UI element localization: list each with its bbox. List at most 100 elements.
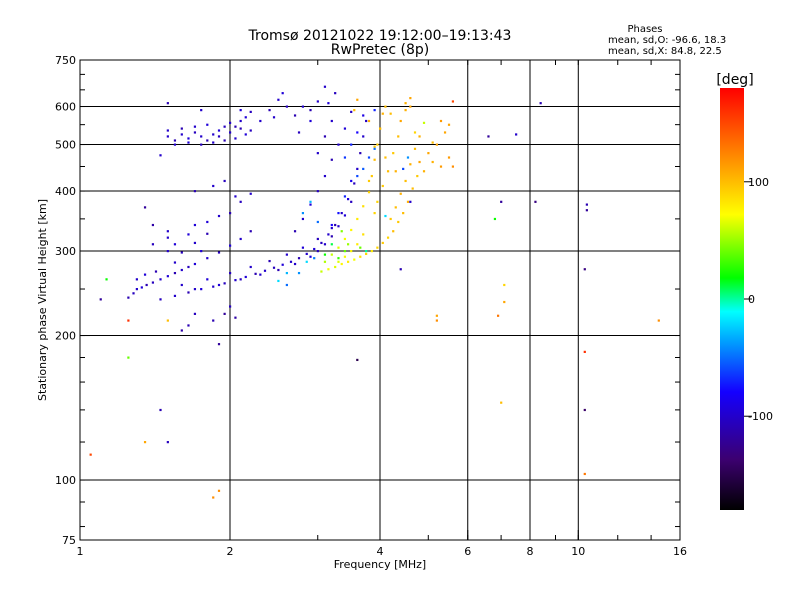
data-point — [439, 165, 443, 168]
data-point — [451, 165, 455, 168]
data-point — [316, 250, 319, 253]
data-point — [320, 241, 323, 245]
data-point — [316, 237, 319, 241]
y-tick-label: 75 — [62, 534, 76, 547]
data-point — [416, 174, 419, 178]
data-point — [409, 97, 412, 100]
data-point — [337, 212, 340, 215]
x-tick-label: 10 — [571, 545, 585, 558]
data-point — [330, 158, 333, 161]
data-point — [343, 250, 347, 253]
data-point — [249, 192, 252, 195]
data-point — [404, 102, 407, 105]
data-point — [340, 262, 343, 266]
data-point — [297, 131, 301, 134]
data-point — [359, 246, 362, 249]
data-point — [187, 291, 190, 294]
data-point — [193, 125, 197, 128]
x-axis-label: Frequency [MHz] — [334, 558, 426, 571]
data-point — [384, 156, 387, 159]
data-point — [143, 206, 147, 209]
data-point — [503, 300, 506, 304]
data-point — [583, 408, 586, 412]
data-point — [389, 217, 392, 221]
data-point — [422, 170, 426, 173]
data-point — [200, 288, 203, 291]
colorbar-tick-label: 0 — [748, 293, 755, 306]
data-point — [229, 131, 232, 134]
data-point — [239, 109, 242, 112]
data-point — [323, 174, 327, 178]
data-point — [244, 275, 247, 279]
data-point — [285, 271, 288, 275]
data-point — [359, 152, 362, 155]
data-point — [418, 135, 421, 138]
data-point — [427, 152, 430, 155]
data-point — [145, 283, 148, 287]
data-point — [229, 271, 232, 275]
data-point — [404, 179, 407, 183]
data-point — [249, 110, 252, 113]
data-point — [229, 212, 232, 215]
data-point — [343, 237, 347, 241]
data-point — [234, 125, 237, 128]
x-tick-label: 2 — [227, 545, 234, 558]
data-point — [406, 156, 410, 159]
data-point — [443, 131, 447, 134]
data-point — [166, 275, 169, 278]
data-point — [323, 243, 327, 246]
data-point — [451, 100, 455, 103]
data-point — [217, 283, 221, 287]
data-point — [229, 244, 232, 247]
data-point — [166, 230, 169, 233]
data-point — [376, 246, 379, 249]
data-point — [249, 230, 252, 233]
data-point — [173, 243, 177, 246]
data-point — [151, 223, 155, 227]
data-point — [356, 167, 359, 171]
data-points — [89, 85, 660, 499]
data-point — [337, 260, 340, 263]
data-point — [127, 356, 130, 359]
data-point — [159, 298, 162, 301]
data-point — [350, 228, 353, 232]
data-point — [585, 203, 588, 206]
data-point — [316, 152, 319, 155]
y-tick-label: 750 — [55, 54, 76, 67]
data-point — [259, 119, 262, 123]
data-point — [200, 109, 203, 112]
data-point — [229, 305, 232, 308]
data-point — [343, 156, 347, 159]
data-point — [500, 200, 503, 203]
data-point — [297, 271, 301, 275]
data-point — [327, 102, 330, 105]
data-point — [217, 135, 221, 138]
data-point — [493, 217, 497, 221]
data-point — [439, 119, 443, 123]
data-point — [193, 288, 197, 291]
data-point — [392, 152, 395, 155]
chart-title: Tromsø 20121022 19:12:00–19:13:43 — [248, 28, 512, 44]
data-point — [173, 143, 177, 146]
y-tick-label: 100 — [55, 474, 76, 487]
data-point — [373, 212, 376, 215]
data-point — [200, 135, 203, 138]
data-point — [353, 182, 356, 185]
data-point — [323, 253, 327, 256]
data-point — [496, 314, 500, 317]
data-point — [180, 127, 183, 130]
data-point — [370, 250, 373, 253]
data-point — [323, 260, 327, 263]
y-tick-label: 300 — [55, 245, 76, 258]
data-point — [334, 265, 337, 269]
data-point — [340, 212, 343, 215]
data-point — [365, 119, 368, 123]
data-point — [356, 131, 359, 134]
data-point — [289, 260, 293, 263]
data-point — [151, 281, 155, 284]
data-point — [320, 270, 323, 273]
data-point — [657, 319, 660, 322]
data-point — [217, 489, 221, 492]
data-point — [285, 253, 288, 256]
